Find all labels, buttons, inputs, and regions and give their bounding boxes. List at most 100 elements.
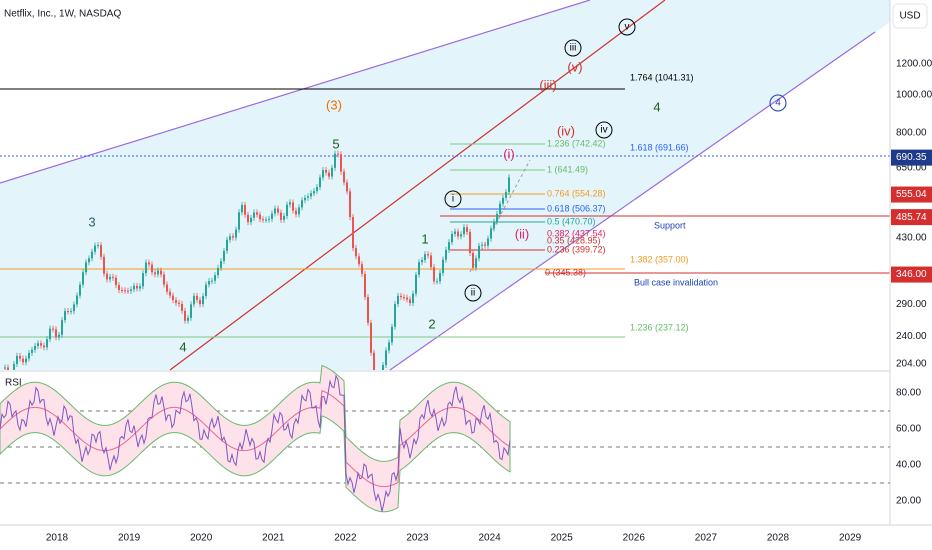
candle-body: [103, 256, 105, 274]
candle-body: [94, 245, 96, 252]
candle-body: [388, 342, 390, 351]
wave-label: 5: [332, 136, 339, 151]
candle-body: [184, 310, 186, 321]
candle-body: [352, 217, 354, 249]
candle-body: [106, 273, 108, 280]
candle-body: [412, 293, 414, 304]
candle-body: [343, 171, 345, 183]
candle-body: [64, 311, 66, 321]
candle-body: [391, 326, 393, 343]
price-tick-label: 290.00: [896, 299, 927, 310]
candle-body: [136, 285, 138, 289]
candle-body: [457, 231, 459, 237]
level-label: 0 (345.38): [545, 267, 586, 277]
candle-body: [262, 219, 264, 221]
candle-body: [151, 264, 153, 273]
time-tick-label: 2022: [334, 533, 357, 544]
candle-body: [124, 290, 126, 292]
candle-body: [289, 202, 291, 205]
channel-lower: [389, 31, 876, 371]
candle-body: [88, 258, 90, 263]
candle-body: [199, 299, 201, 305]
candle-body: [247, 214, 249, 223]
candle-body: [430, 255, 432, 268]
candle-body: [406, 297, 408, 300]
candle-body: [232, 236, 234, 238]
price-badge-label: 690.35: [896, 152, 927, 163]
candle-body: [280, 212, 282, 220]
candle-body: [7, 367, 9, 370]
note-label: Bull case invalidation: [634, 277, 718, 287]
candle-body: [370, 322, 372, 353]
candle-body: [181, 303, 183, 311]
wave-label: iii: [570, 43, 577, 54]
level-label: 1.618 (691.66): [630, 142, 689, 152]
candle-body: [316, 187, 318, 192]
candle-body: [307, 196, 309, 198]
rsi-tick-label: 60.00: [896, 424, 921, 435]
candle-body: [187, 317, 189, 321]
candle-body: [481, 244, 483, 246]
candle-body: [472, 252, 474, 268]
candle-body: [436, 281, 438, 283]
time-tick-label: 2027: [695, 533, 718, 544]
channel-fill: [0, 0, 890, 370]
wave-label: 1: [421, 231, 428, 246]
candle-body: [460, 234, 462, 237]
wave-label: 3: [88, 214, 95, 229]
candle-body: [115, 277, 117, 286]
candle-body: [487, 238, 489, 246]
candle-body: [277, 208, 279, 213]
candle-body: [274, 208, 276, 214]
candle-body: [127, 290, 129, 292]
candle-body: [331, 167, 333, 177]
wave-label: (iii): [539, 77, 556, 92]
price-badge: [891, 209, 932, 226]
candle-body: [112, 276, 114, 278]
rsi-tick-label: 20.00: [896, 496, 921, 507]
candle-body: [34, 346, 36, 350]
candle-body: [283, 215, 285, 220]
candle-body: [469, 231, 471, 253]
candle-body: [409, 299, 411, 304]
candle-body: [19, 355, 21, 359]
candle-body: [79, 284, 81, 296]
wave-label: (i): [503, 146, 515, 161]
candle-body: [298, 207, 300, 215]
currency[interactable]: USD: [899, 11, 920, 22]
candle-body: [214, 275, 216, 281]
wave-circle: [444, 190, 462, 208]
wave-label: ii: [471, 288, 475, 299]
price-badge: [891, 149, 932, 166]
candle-body: [322, 170, 324, 178]
candle-body: [85, 262, 87, 273]
candle-body: [292, 202, 294, 211]
currency-button[interactable]: [892, 3, 928, 29]
candle-body: [448, 242, 450, 250]
candle-body: [205, 284, 207, 297]
candle-body: [466, 227, 468, 232]
candle-body: [28, 352, 30, 359]
candle-body: [463, 227, 465, 235]
candle-body: [22, 358, 24, 363]
candle-body: [442, 259, 444, 273]
candle-body: [439, 272, 441, 282]
candle-body: [238, 212, 240, 230]
candle-body: [163, 274, 165, 285]
candle-body: [145, 262, 147, 274]
candle-body: [490, 228, 492, 239]
candle-body: [373, 352, 375, 370]
candle-body: [364, 273, 366, 298]
candle-body: [385, 350, 387, 366]
candle-body: [139, 286, 141, 289]
time-tick-label: 2020: [190, 533, 213, 544]
candle-body: [76, 295, 78, 305]
candle-body: [451, 233, 453, 243]
candle-body: [319, 177, 321, 188]
candle-body: [118, 285, 120, 291]
wave-label: iv: [600, 125, 607, 136]
price-tick-label: 1200.00: [896, 59, 932, 70]
candle-body: [211, 280, 213, 282]
candle-body: [268, 218, 270, 220]
